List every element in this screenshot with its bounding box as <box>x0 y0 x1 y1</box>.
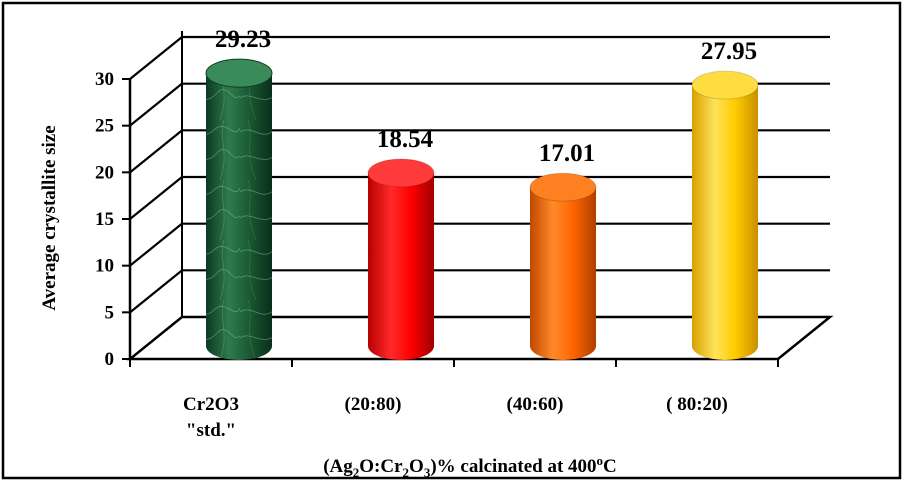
bar-cylinder <box>367 158 435 360</box>
x-axis-label-part: 2 <box>403 465 410 480</box>
data-label: 18.54 <box>377 126 434 153</box>
y-tick-label: 10 <box>95 256 114 277</box>
x-axis-label-part: 2 <box>353 465 360 480</box>
data-label: 29.23 <box>215 26 271 53</box>
bars <box>205 58 759 360</box>
bar-top <box>691 70 759 100</box>
x-tick-label: Cr2O3 <box>183 394 239 415</box>
y-tick-label: 30 <box>95 69 114 90</box>
bar-top <box>367 158 435 188</box>
bar-body <box>368 172 434 360</box>
x-axis: Cr2O3 "std." (20:80) (40:60) ( 80:20) <box>129 359 779 441</box>
x-axis-label-part: O <box>409 456 424 477</box>
x-tick-label: ( 80:20) <box>666 394 728 415</box>
bar-marble-texture <box>206 73 272 360</box>
x-tick-label: (40:60) <box>507 394 564 415</box>
data-label: 27.95 <box>701 38 757 65</box>
gridline-diagonal <box>129 82 183 127</box>
y-tick-label: 5 <box>105 302 115 323</box>
x-axis-label-part: (Ag <box>323 456 353 477</box>
x-tick-label: (20:80) <box>345 394 402 415</box>
gridline-diagonal <box>129 36 183 80</box>
x-tick-label: "std." <box>186 420 236 441</box>
x-axis-label-part: O:Cr <box>359 456 403 477</box>
y-tick-label: 15 <box>95 209 114 230</box>
data-label: 17.01 <box>539 140 595 167</box>
x-axis-label-part: 3 <box>424 465 431 480</box>
bar-cylinder <box>691 70 759 360</box>
bar-body <box>530 187 596 360</box>
gridline-diagonal <box>129 176 183 220</box>
y-tick-label: 20 <box>95 162 114 183</box>
bar-top <box>529 172 597 202</box>
data-labels: 29.23 18.54 17.01 27.95 <box>215 26 757 167</box>
bar-body <box>692 85 758 360</box>
bar-cylinder <box>529 172 597 360</box>
y-axis-label: Average crystallite size <box>39 125 60 310</box>
y-axis: 0 5 10 15 20 25 30 <box>95 69 132 370</box>
y-tick-label: 0 <box>105 349 115 370</box>
bar-top <box>205 58 273 88</box>
y-tick-label: 25 <box>95 116 114 137</box>
gridline-diagonal <box>129 129 183 174</box>
gridline-diagonal <box>129 269 183 314</box>
gridline-diagonal <box>129 222 183 267</box>
x-axis-label-part: )% calcinated at 400 <box>430 456 596 477</box>
x-axis-label-part: C <box>603 456 617 477</box>
x-axis-label-part: o <box>597 453 604 468</box>
x-axis-label: (Ag2O:Cr2O3)% calcinated at 400oC <box>323 453 617 480</box>
bar-cylinder <box>205 58 273 360</box>
